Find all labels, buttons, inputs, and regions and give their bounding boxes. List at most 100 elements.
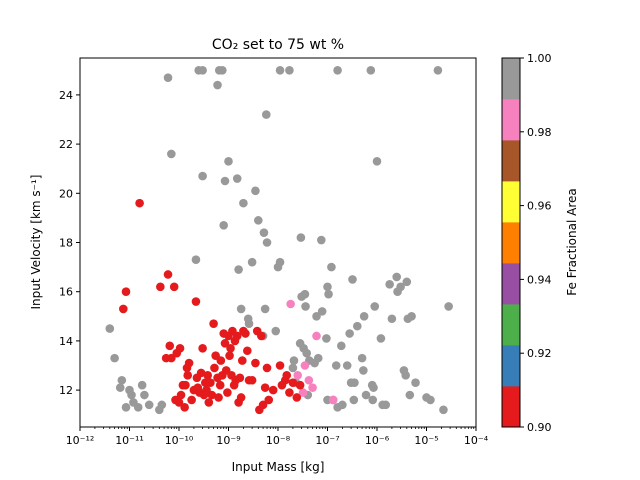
colorbar-label: Fe Fractional Area — [565, 188, 579, 295]
scatter-point — [366, 66, 376, 75]
scatter-point — [333, 66, 342, 75]
scatter-point — [258, 400, 268, 410]
scatter-point — [426, 395, 435, 405]
x-tick-label: 10⁻⁵ — [414, 434, 438, 447]
scatter-point — [206, 378, 215, 388]
scatter-point — [238, 356, 247, 365]
scatter-point — [135, 198, 144, 208]
scatter-point — [357, 353, 367, 363]
scatter-point — [216, 356, 226, 365]
scatter-points — [105, 66, 453, 415]
scatter-point — [184, 358, 194, 368]
scatter-point — [312, 312, 321, 321]
colorbar-band — [502, 99, 520, 141]
scatter-point — [247, 257, 257, 267]
colorbar-tick-label: 1.00 — [527, 52, 552, 65]
scatter-point — [196, 368, 206, 378]
scatter-point — [433, 66, 443, 75]
colorbar — [502, 58, 520, 428]
scatter-point — [350, 378, 359, 388]
scatter-point — [210, 363, 219, 373]
x-tick-label: 10⁻⁹ — [216, 434, 240, 447]
scatter-point — [176, 390, 186, 400]
scatter-point — [288, 363, 298, 373]
scatter-point — [401, 371, 411, 380]
colorbar-band — [502, 304, 520, 346]
colorbar-band — [502, 140, 520, 182]
scatter-point — [236, 304, 246, 314]
scatter-point — [337, 341, 346, 351]
scatter-point — [234, 265, 243, 274]
scatter-point — [260, 383, 270, 392]
scatter-point — [219, 220, 228, 230]
y-tick-label: 24 — [59, 89, 73, 102]
colorbar-tick-label: 0.96 — [527, 200, 552, 213]
scatter-point — [121, 403, 131, 412]
scatter-point — [214, 393, 223, 402]
x-axis: 10⁻¹² 10⁻¹¹ 10⁻¹⁰ 10⁻⁹ 10⁻⁸ 10⁻⁷ 10⁻⁶ 10⁻⁵ 10⁻⁴ — [66, 427, 489, 447]
scatter-point — [224, 157, 233, 166]
scatter-point — [323, 282, 332, 292]
scatter-point — [220, 339, 230, 348]
scatter-point — [183, 371, 193, 380]
scatter-point — [251, 186, 260, 196]
scatter-point — [411, 378, 420, 388]
scatter-point — [262, 238, 272, 247]
scatter-point — [260, 304, 270, 314]
scatter-point — [439, 405, 448, 415]
scatter-point — [275, 66, 285, 75]
scatter-point — [144, 400, 154, 410]
scatter-point — [261, 110, 271, 119]
scatter-point — [163, 270, 173, 279]
x-tick-label: 10⁻¹¹ — [115, 434, 144, 447]
scatter-point — [243, 346, 252, 356]
scatter-point — [121, 287, 131, 297]
scatter-point — [180, 403, 189, 412]
colorbar-tick-label: 0.92 — [527, 347, 552, 360]
scatter-point — [271, 326, 281, 336]
scatter-point — [156, 282, 165, 292]
scatter-point — [312, 331, 321, 341]
colorbar-band — [502, 263, 520, 305]
scatter-point — [215, 380, 225, 390]
scatter-point — [247, 375, 257, 385]
scatter-point — [264, 395, 274, 405]
scatter-point — [268, 385, 278, 395]
scatter-point — [191, 255, 201, 265]
scatter-point — [244, 319, 254, 328]
scatter-point — [259, 228, 269, 237]
y-tick-label: 22 — [59, 138, 73, 151]
scatter-point — [251, 358, 260, 368]
scatter-point — [288, 378, 298, 388]
colorbar-band — [502, 222, 520, 264]
scatter-point — [175, 343, 185, 353]
scatter-point — [275, 257, 285, 267]
scatter-point — [236, 393, 246, 402]
scatter-point — [302, 348, 312, 358]
scatter-point — [289, 356, 299, 365]
colorbar-band — [502, 181, 520, 223]
scatter-point — [207, 390, 217, 400]
scatter-point — [117, 375, 127, 385]
chart-title: CO₂ set to 75 wt % — [212, 37, 344, 53]
scatter-point — [235, 373, 245, 383]
scatter-point — [239, 198, 248, 208]
scatter-point — [331, 361, 341, 370]
scatter-point — [232, 174, 242, 183]
scatter-point — [317, 235, 326, 245]
y-tick-label: 12 — [59, 384, 73, 397]
scatter-point — [218, 66, 227, 75]
scatter-point — [137, 380, 147, 390]
scatter-point — [328, 395, 338, 405]
scatter-point — [285, 66, 294, 75]
y-axis-label: Input Velocity [km s⁻¹] — [29, 175, 43, 310]
scatter-point — [359, 366, 368, 375]
scatter-point — [262, 363, 272, 373]
scatter-point — [275, 361, 285, 370]
scatter-point — [119, 304, 128, 314]
scatter-point — [327, 262, 336, 272]
scatter-point — [345, 329, 354, 338]
scatter-point — [338, 400, 347, 410]
scatter-point — [342, 361, 352, 370]
scatter-point — [213, 80, 222, 90]
